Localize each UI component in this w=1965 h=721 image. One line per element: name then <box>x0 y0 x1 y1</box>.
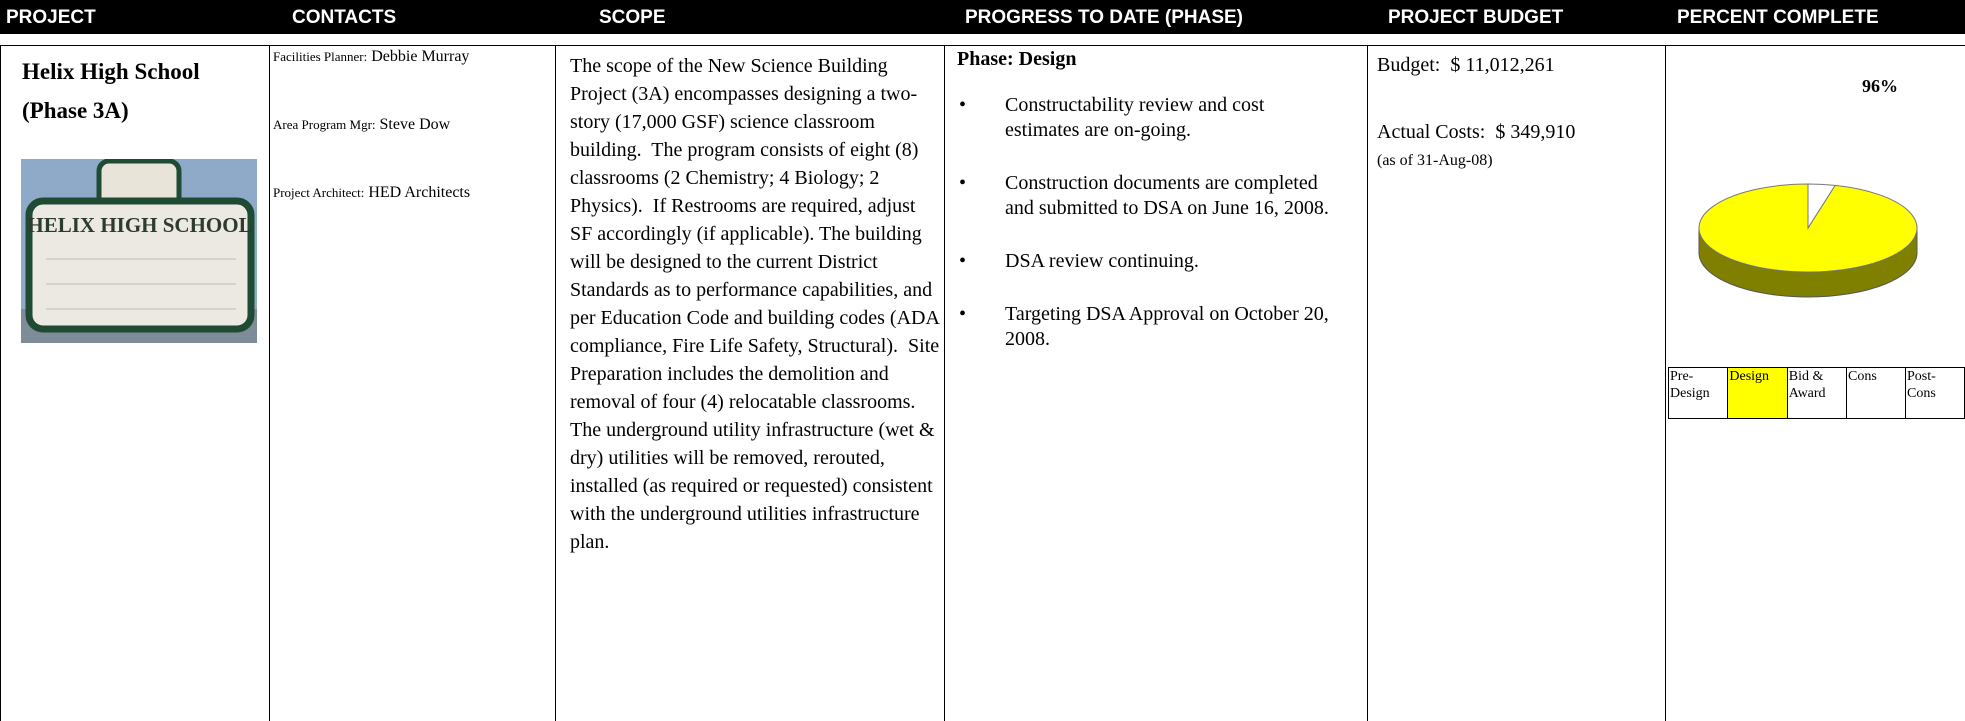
actual-line: Actual Costs: $ 349,910 <box>1377 121 1662 144</box>
phase-cell: Cons <box>1846 367 1906 419</box>
header-cell: SCOPE <box>599 7 666 28</box>
contact-role: Facilities Planner: <box>273 49 368 64</box>
pie-chart: 96% <box>1698 76 1918 298</box>
phase-cell: Bid & Award <box>1786 367 1848 419</box>
progress-item: Targeting DSA Approval on October 20, 20… <box>957 302 1337 352</box>
header-bar: PROJECT CONTACTS SCOPE PROGRESS TO DATE … <box>0 0 1965 34</box>
progress-list: Constructability review and cost estimat… <box>957 93 1337 352</box>
header-cell: CONTACTS <box>292 7 397 28</box>
progress-item: Constructability review and cost estimat… <box>957 93 1337 143</box>
progress-item: DSA review continuing. <box>957 249 1337 274</box>
phase-cell: Pre-Design <box>1667 367 1729 419</box>
column-border <box>555 45 556 721</box>
contact: Facilities Planner: Debbie Murray <box>273 48 553 116</box>
scope-text: The scope of the New Science Building Pr… <box>570 55 945 553</box>
project-name: Helix High School (Phase 3A) <box>22 59 200 123</box>
sign-text: HELIX HIGH SCHOOL <box>27 213 252 237</box>
budget-label: Budget: <box>1377 54 1441 76</box>
contact-role: Project Architect: <box>273 185 365 200</box>
sign-board <box>25 197 255 333</box>
project-photo: HELIX HIGH SCHOOL <box>21 159 257 343</box>
header-cell: PROJECT <box>6 7 96 28</box>
budget-line: Budget: $ 11,012,261 <box>1377 54 1662 77</box>
progress: Phase: Design Constructability review an… <box>957 48 1337 380</box>
contact: Area Program Mgr: Steve Dow <box>273 116 553 184</box>
phase-cell: Design <box>1727 367 1788 419</box>
column-border <box>944 45 945 721</box>
phase-row: Pre-Design Design Bid & Award Cons Post-Cons <box>1667 367 1965 419</box>
row-border <box>0 45 1965 46</box>
phase-title: Phase: Design <box>957 48 1077 70</box>
header-cell: PROJECT BUDGET <box>1388 7 1564 28</box>
header-cell: PROGRESS TO DATE (PHASE) <box>965 7 1243 28</box>
contact-name: HED Architects <box>368 184 471 201</box>
column-border <box>269 45 270 721</box>
phase-table: Pre-Design Design Bid & Award Cons Post-Cons <box>1667 367 1965 419</box>
percent-label: 96% <box>1862 76 1898 96</box>
header-cell: PERCENT COMPLETE <box>1677 7 1879 28</box>
actual-label: Actual Costs: <box>1377 121 1486 143</box>
actual-value: $ 349,910 <box>1495 121 1576 143</box>
contact: Project Architect: HED Architects <box>273 184 553 202</box>
as-of: (as of 31-Aug-08) <box>1377 152 1493 169</box>
contact-name: Steve Dow <box>379 116 451 133</box>
pie-remainder <box>1807 183 1836 230</box>
column-border <box>1665 45 1666 721</box>
progress-item: Construction documents are completed and… <box>957 171 1337 221</box>
budget: Budget: $ 11,012,261 Actual Costs: $ 349… <box>1377 54 1662 170</box>
contact-name: Debbie Murray <box>371 48 470 65</box>
budget-value: $ 11,012,261 <box>1450 54 1555 76</box>
phase-cell: Post-Cons <box>1905 367 1965 419</box>
contact-role: Area Program Mgr: <box>273 117 376 132</box>
column-border <box>0 45 1 721</box>
column-border <box>1367 45 1368 721</box>
contacts: Facilities Planner: Debbie Murray Area P… <box>273 48 553 202</box>
